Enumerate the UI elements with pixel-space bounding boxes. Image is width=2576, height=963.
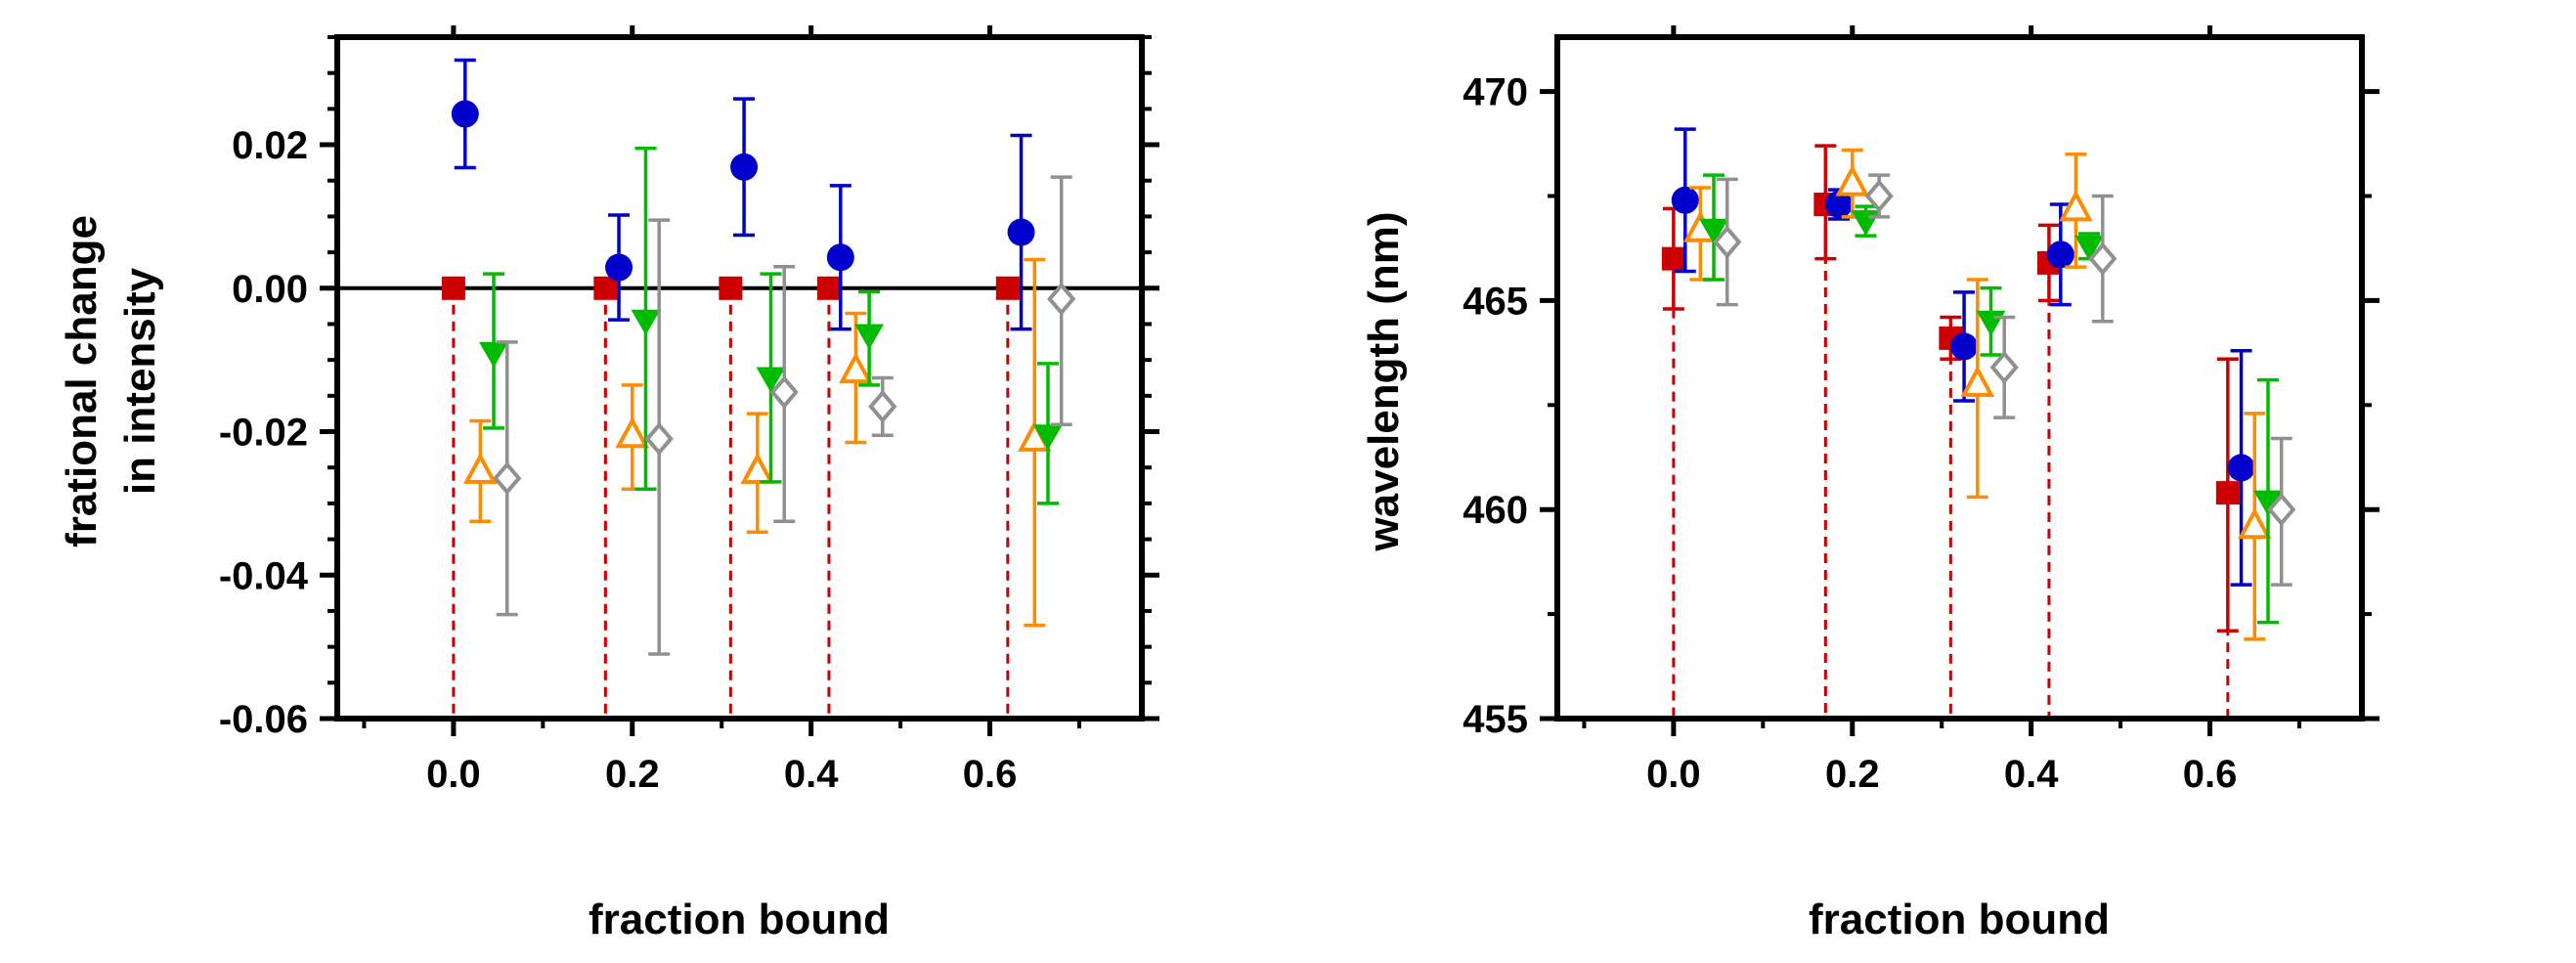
left-y-tick-label: -0.06	[219, 698, 308, 741]
right-gray-diamond-point	[1713, 225, 1742, 259]
right-gray-diamond-point	[2088, 241, 2118, 276]
left-x-tick-label: 0.4	[784, 753, 839, 796]
left-blue-circle-point	[605, 253, 633, 282]
right-x-tick-label: 0.2	[1825, 753, 1880, 796]
left-red-square-point	[593, 276, 618, 300]
right-blue-circle-point	[2046, 241, 2074, 269]
right-red-square-point	[2215, 481, 2240, 505]
left-blue-circle-point	[451, 100, 479, 128]
left-red-square-point	[816, 276, 841, 300]
right-gray-diamond-point	[1989, 350, 2019, 384]
right-blue-circle-point	[1825, 191, 1854, 219]
right-green-triangle-point	[2252, 490, 2283, 516]
left-y-tick-label: -0.04	[219, 554, 309, 597]
left-y-tick-label: 0.00	[232, 268, 308, 311]
right-plot-frame	[1554, 34, 2365, 722]
right-y-tick-label: 465	[1463, 280, 1528, 323]
right-gray-diamond-point	[1864, 179, 1894, 213]
left-orange-triangle-point	[615, 416, 650, 449]
left-red-square-point	[719, 276, 743, 300]
left-green-triangle-point	[854, 324, 885, 350]
right-blue-circle-point	[1671, 186, 1699, 214]
right-y-tick-label: 460	[1463, 489, 1528, 532]
left-orange-triangle-point	[839, 351, 873, 384]
left-x-tick-label: 0.2	[605, 753, 660, 796]
left-green-triangle-point	[1032, 424, 1063, 451]
left-gray-diamond-point	[868, 389, 897, 423]
panel-left-intensity: 0.0 0.2 0.4 0.6 0.02 0.00 -0.02 -0.04 -0.06 frac…	[58, 25, 1159, 943]
left-gray-diamond-point	[1047, 282, 1076, 316]
left-blue-circle-point	[1007, 218, 1035, 246]
right-axes: 0.0 0.2 0.4 0.6 470 465 460 455	[1463, 25, 2380, 796]
right-y-tick-label: 455	[1463, 698, 1528, 741]
left-gray-diamond-point	[644, 421, 674, 456]
left-axes: 0.0 0.2 0.4 0.6 0.02 0.00 -0.02 -0.04 -0.06	[219, 25, 1159, 796]
right-green-triangle-point	[2074, 235, 2105, 261]
left-x-tick-label: 0.6	[963, 753, 1018, 796]
left-plot-frame	[334, 34, 1145, 722]
left-orange-triangle-point	[462, 452, 498, 484]
left-red-square-point	[441, 276, 465, 300]
left-green-triangle-point	[631, 309, 661, 335]
right-orange-triangle-point	[2059, 190, 2093, 222]
left-green-triangle-point	[479, 341, 509, 368]
right-red-square-point	[1661, 246, 1685, 271]
right-x-tick-label: 0.6	[2183, 753, 2238, 796]
left-red-square-point	[995, 276, 1020, 300]
right-plot-area	[1661, 127, 2296, 719]
left-plot-area	[337, 58, 1142, 719]
left-gray-diamond-point	[493, 461, 522, 496]
left-x-axis-title: fraction bound	[589, 896, 890, 943]
left-y-tick-label: 0.02	[232, 124, 308, 167]
left-blue-circle-point	[826, 243, 854, 272]
right-x-tick-label: 0.4	[2004, 753, 2059, 796]
right-blue-circle-point	[1950, 332, 1979, 361]
left-gray-diamond-point	[769, 375, 799, 410]
right-orange-triangle-point	[2237, 507, 2272, 540]
left-y-axis-title-line2: in intensity	[116, 267, 164, 495]
right-gray-diamond-point	[2267, 493, 2296, 527]
right-y-axis-title: wavelength (nm)	[1360, 211, 1408, 551]
right-y-tick-label: 470	[1463, 71, 1528, 114]
left-orange-triangle-point	[740, 452, 775, 484]
left-y-axis-title-line1: frational change	[58, 215, 106, 547]
right-orange-triangle-point	[1835, 164, 1870, 197]
right-green-triangle-point	[1699, 218, 1729, 244]
left-green-triangle-point	[756, 367, 786, 393]
right-x-tick-label: 0.0	[1646, 753, 1701, 796]
left-y-tick-label: -0.02	[219, 412, 308, 455]
right-x-axis-title: fraction bound	[1809, 896, 2110, 943]
right-orange-triangle-point	[1960, 365, 1995, 397]
right-blue-circle-point	[2227, 454, 2255, 482]
left-blue-circle-point	[730, 153, 759, 181]
left-x-tick-label: 0.0	[426, 753, 481, 796]
